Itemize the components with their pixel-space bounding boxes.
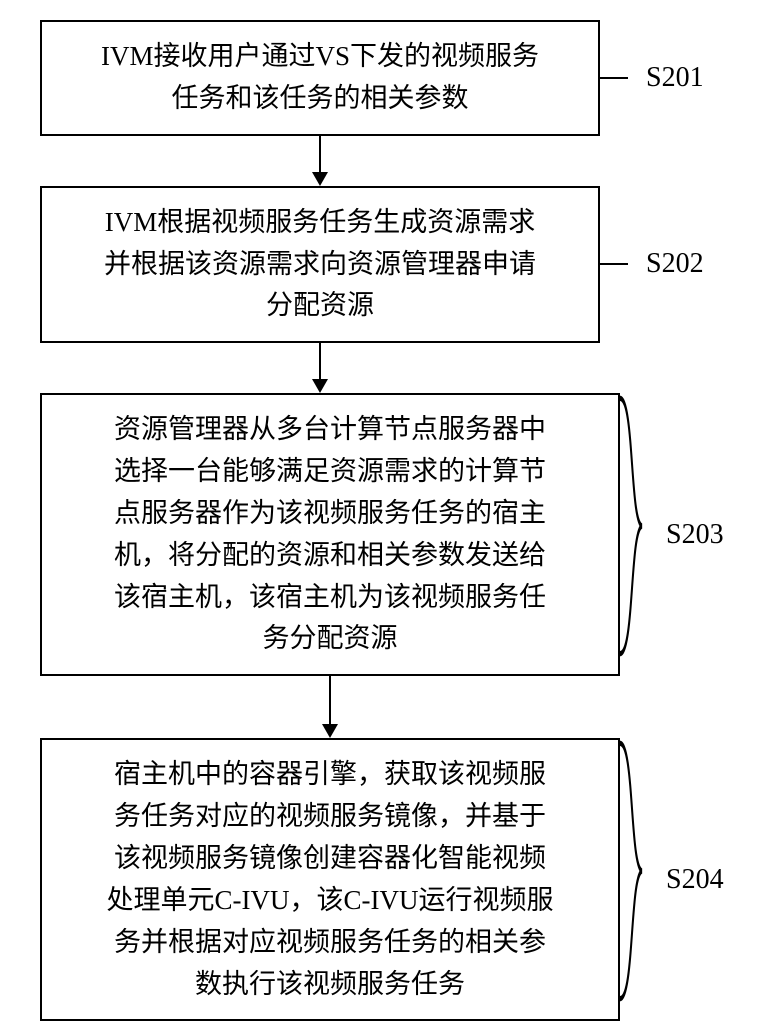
flow-box-s202: IVM根据视频服务任务生成资源需求并根据该资源需求向资源管理器申请分配资源 (40, 186, 600, 344)
flow-box-line: 该宿主机，该宿主机为该视频服务任 (114, 577, 546, 619)
flow-box-line: 数执行该视频服务任务 (195, 964, 465, 1006)
step-label-s202: S202 (646, 248, 704, 280)
flow-box-line: 务并根据对应视频服务任务的相关参 (114, 922, 546, 964)
flow-step-s203: 资源管理器从多台计算节点服务器中选择一台能够满足资源需求的计算节点服务器作为该视… (40, 393, 736, 676)
step-label-s204: S204 (666, 864, 724, 896)
arrow-down (40, 676, 736, 738)
arrow-down (40, 136, 736, 186)
step-label-s201: S201 (646, 62, 704, 94)
flow-box-line: 点服务器作为该视频服务任务的宿主 (114, 493, 546, 535)
flow-box-line: 分配资源 (266, 285, 374, 327)
line-connector (600, 77, 628, 79)
flow-box-line: 并根据该资源需求向资源管理器申请 (104, 244, 536, 286)
flow-box-line: IVM根据视频服务任务生成资源需求 (105, 202, 536, 244)
arrow-shaft (319, 136, 321, 172)
flowchart-container: IVM接收用户通过VS下发的视频服务任务和该任务的相关参数 S201 IVM根据视频… (40, 20, 736, 1021)
line-connector (600, 263, 628, 265)
flow-box-line: 资源管理器从多台计算节点服务器中 (114, 409, 546, 451)
flow-step-s201: IVM接收用户通过VS下发的视频服务任务和该任务的相关参数 S201 (40, 20, 736, 136)
flow-step-s204: 宿主机中的容器引擎，获取该视频服务任务对应的视频服务镜像，并基于该视频服务镜像创… (40, 738, 736, 1021)
flow-box-line: 选择一台能够满足资源需求的计算节 (114, 451, 546, 493)
arrow-down (40, 343, 736, 393)
flow-box-s203: 资源管理器从多台计算节点服务器中选择一台能够满足资源需求的计算节点服务器作为该视… (40, 393, 620, 676)
flow-box-s201: IVM接收用户通过VS下发的视频服务任务和该任务的相关参数 (40, 20, 600, 136)
brace-connector (620, 738, 648, 1004)
arrow-head-icon (312, 172, 328, 186)
flow-box-line: 宿主机中的容器引擎，获取该视频服 (114, 754, 546, 796)
flow-box-line: 务分配资源 (263, 618, 398, 660)
flow-box-line: 机，将分配的资源和相关参数发送给 (114, 535, 546, 577)
flow-box-s204: 宿主机中的容器引擎，获取该视频服务任务对应的视频服务镜像，并基于该视频服务镜像创… (40, 738, 620, 1021)
arrow-head-icon (312, 379, 328, 393)
flow-box-line: IVM接收用户通过VS下发的视频服务 (101, 36, 539, 78)
brace-connector (620, 393, 648, 659)
step-label-s203: S203 (666, 519, 724, 551)
arrow-shaft (319, 343, 321, 379)
flow-box-line: 任务和该任务的相关参数 (172, 78, 469, 120)
arrow-head-icon (322, 724, 338, 738)
flow-box-line: 处理单元C-IVU，该C-IVU运行视频服 (107, 880, 554, 922)
flow-step-s202: IVM根据视频服务任务生成资源需求并根据该资源需求向资源管理器申请分配资源 S20… (40, 186, 736, 344)
flow-box-line: 该视频服务镜像创建容器化智能视频 (114, 838, 546, 880)
arrow-shaft (329, 676, 331, 724)
flow-box-line: 务任务对应的视频服务镜像，并基于 (114, 796, 546, 838)
